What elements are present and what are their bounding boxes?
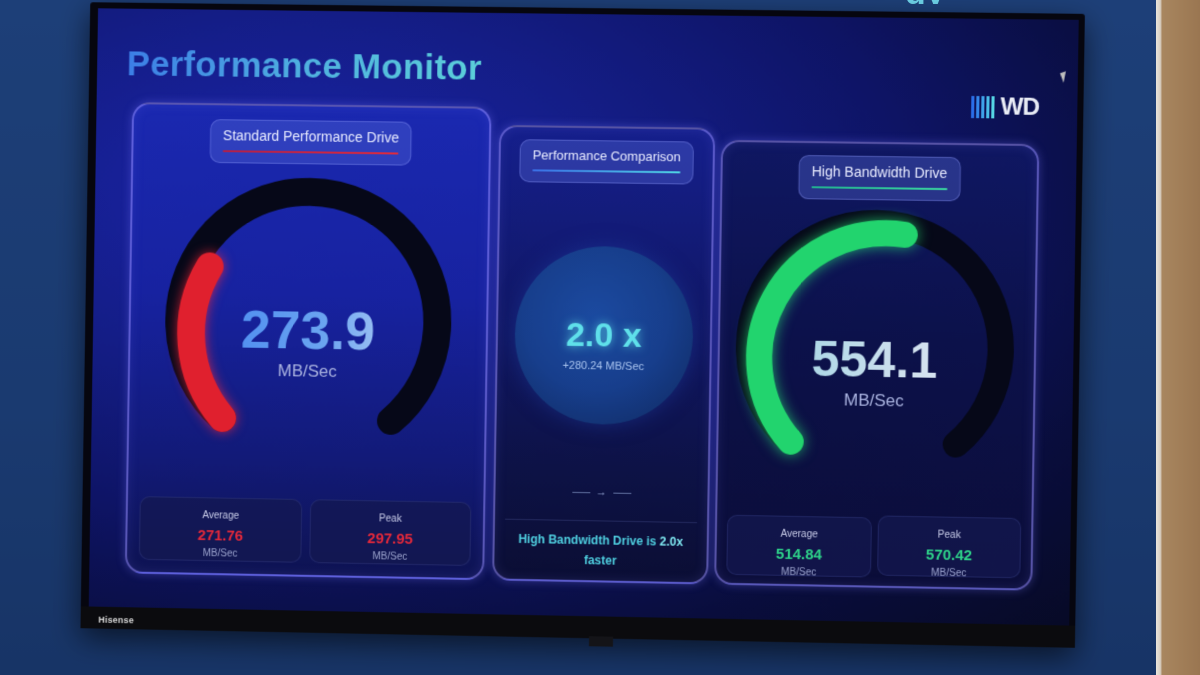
- comparison-label: Performance Comparison: [532, 147, 681, 165]
- stat-value: 570.42: [925, 546, 973, 565]
- header-underline: [811, 186, 948, 191]
- comparison-summary: High Bandwidth Drive is 2.0x faster: [518, 531, 684, 568]
- comparison-card: Performance Comparison 2.0 x +280.24 MB/…: [492, 124, 716, 585]
- stat-value: 514.84: [775, 545, 823, 564]
- stat-label: Average: [202, 510, 240, 522]
- stat-value: 271.76: [197, 527, 244, 545]
- high-peak-stat: Peak 570.42 MB/Sec: [877, 515, 1022, 580]
- stat-unit: MB/Sec: [202, 547, 238, 560]
- high-average-stat: Average 514.84 MB/Sec: [726, 514, 872, 579]
- high-current-speed: 554.1: [723, 328, 1026, 391]
- comparison-header: Performance Comparison: [519, 139, 695, 185]
- dashboard-screen: Performance Monitor WD Standard Performa…: [88, 8, 1079, 626]
- standard-drive-card: Standard Performance Drive 273.9 MB/Sec …: [124, 102, 492, 581]
- speed-ratio: 2.0 x: [565, 315, 642, 356]
- stat-label: Peak: [937, 529, 961, 542]
- stat-label: Average: [780, 528, 818, 541]
- standard-average-stat: Average 271.76 MB/Sec: [138, 496, 303, 563]
- stat-value: 297.95: [367, 530, 414, 548]
- header-underline: [532, 169, 681, 174]
- high-bandwidth-card: High Bandwidth Drive 554.1 MB/Sec Averag…: [714, 139, 1040, 591]
- wall-edge: [1156, 0, 1200, 675]
- high-bandwidth-label: High Bandwidth Drive: [811, 163, 948, 182]
- standard-current-speed: 273.9: [154, 297, 463, 364]
- tv-stand: [588, 636, 614, 647]
- tv-display: Performance Monitor WD Standard Performa…: [80, 2, 1085, 648]
- speed-delta: +280.24 MB/Sec: [562, 359, 645, 374]
- high-bandwidth-header: High Bandwidth Drive: [798, 154, 961, 202]
- comparison-arrow: →: [495, 485, 707, 501]
- divider: [504, 518, 698, 524]
- stat-unit: MB/Sec: [780, 566, 817, 579]
- mouse-cursor-icon: [1060, 71, 1070, 83]
- stat-label: Peak: [378, 513, 402, 525]
- logo-bars-icon: [971, 95, 995, 119]
- page-title: Performance Monitor: [126, 44, 483, 88]
- tv-brand-label: Hisense: [98, 614, 134, 626]
- high-speed-gauge: 554.1 MB/Sec: [722, 200, 1028, 476]
- wall-signage-fragment: gy: [905, 0, 975, 4]
- logo-text: WD: [1000, 93, 1040, 121]
- standard-speed-gauge: 273.9 MB/Sec: [152, 170, 464, 454]
- standard-peak-stat: Peak 297.95 MB/Sec: [309, 499, 472, 566]
- arrow-right-icon: →: [595, 486, 607, 499]
- standard-drive-label: Standard Performance Drive: [222, 127, 400, 146]
- stat-unit: MB/Sec: [372, 551, 408, 563]
- stat-unit: MB/Sec: [930, 567, 967, 580]
- wd-logo: WD: [971, 93, 1039, 122]
- header-underline: [222, 150, 399, 155]
- standard-drive-header: Standard Performance Drive: [209, 119, 413, 166]
- comparison-bubble: 2.0 x +280.24 MB/Sec: [513, 245, 695, 426]
